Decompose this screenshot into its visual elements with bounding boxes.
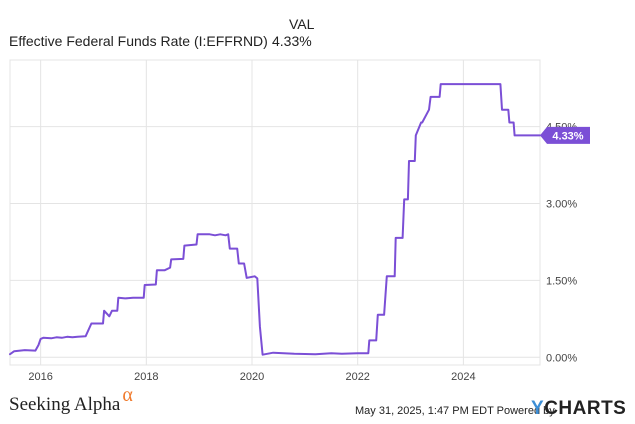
series-line: [9, 83, 541, 356]
end-label-badge: [540, 126, 590, 144]
y-tick-label: 0.00%: [546, 352, 577, 364]
chart-grid: [9, 59, 541, 366]
end-label-text: 4.33%: [552, 130, 583, 142]
x-axis-ticks: 2016 2018 2020 2022 2024: [28, 371, 475, 383]
plot-border: [9, 59, 541, 366]
end-value-label: 4.33%: [540, 126, 590, 144]
chart-series: [9, 83, 541, 356]
alpha-symbol: α: [122, 384, 133, 406]
y-axis-ticks: 0.00%1.50%3.00%4.50%: [546, 122, 577, 365]
x-tick-label: 2022: [345, 371, 369, 383]
x-tick-label: 2020: [240, 371, 264, 383]
brand-name: Seeking Alpha: [9, 394, 121, 415]
y-tick-label: 3.00%: [546, 199, 577, 211]
powered-by: Powered by: [496, 405, 555, 417]
legend-column-header: VAL: [289, 16, 315, 32]
ycharts-y: Y: [531, 398, 545, 419]
ycharts-rest: CHARTS: [544, 398, 627, 419]
legend-series-name: Effective Federal Funds Rate (I:EFFRND): [9, 33, 268, 49]
timestamp: May 31, 2025, 1:47 PM EDT: [355, 405, 494, 417]
x-tick-label: 2018: [134, 371, 158, 383]
x-tick-label: 2016: [28, 371, 52, 383]
ycharts-logo[interactable]: YCHARTS: [531, 398, 626, 420]
y-tick-label: 1.50%: [546, 275, 577, 287]
x-tick-label: 2024: [451, 371, 475, 383]
seeking-alpha-logo[interactable]: Seeking Alpha α: [9, 384, 133, 416]
footer-timestamp: May 31, 2025, 1:47 PM EDT Powered by: [355, 405, 555, 417]
legend-series-value: 4.33%: [272, 33, 312, 49]
